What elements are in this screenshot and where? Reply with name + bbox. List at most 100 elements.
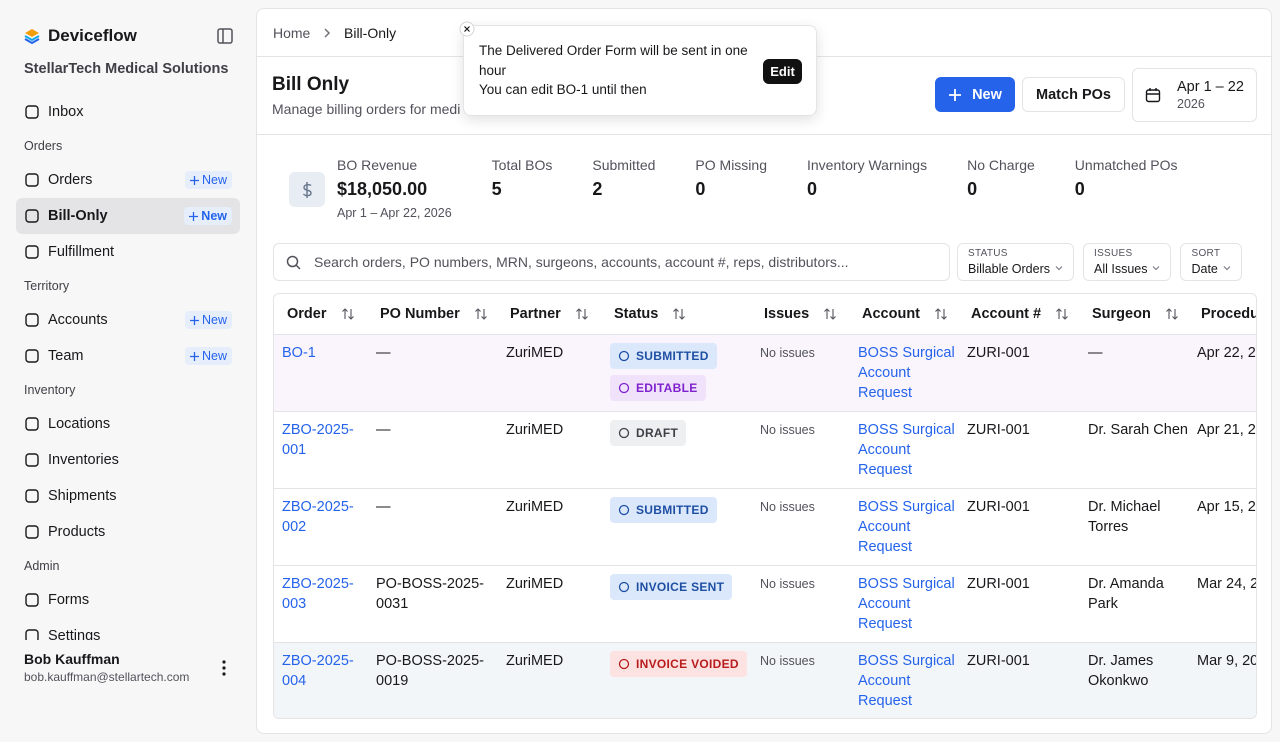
account-link[interactable]: BOSS Surgical Account Request [858, 499, 955, 555]
status-cell: INVOICE VOIDED [610, 651, 760, 683]
filter-value-row: Date [1191, 259, 1231, 276]
column-header[interactable]: Order [287, 294, 355, 334]
nav-label: Bill-Only [48, 208, 108, 224]
account-link[interactable]: BOSS Surgical Account Request [858, 576, 955, 632]
stat-value: 0 [967, 179, 978, 199]
nav-item[interactable]: Inbox [16, 94, 240, 130]
status-label: SUBMITTED [636, 503, 709, 517]
sort-icon[interactable] [341, 307, 355, 321]
surgeon: Dr. Michael Torres [1088, 499, 1161, 535]
match-pos-button[interactable]: Match POs [1022, 77, 1125, 112]
org-name: StellarTech Medical Solutions [24, 61, 229, 77]
status-icon [618, 658, 630, 670]
table-row[interactable]: ZBO-2025-004 PO-BOSS-2025-0019 ZuriMED INVO… [274, 642, 1256, 718]
status-badge: EDITABLE [610, 375, 706, 401]
column-header[interactable]: Issues [764, 294, 837, 334]
nav-item[interactable]: Settings [16, 618, 240, 640]
nav-badge[interactable]: New [184, 311, 232, 329]
chevron [1055, 265, 1063, 270]
column-header[interactable]: Status [614, 294, 686, 334]
plus-icon [189, 351, 199, 361]
column-header[interactable]: PO Number [380, 294, 488, 334]
sort-icon[interactable] [934, 307, 948, 321]
filter[interactable]: ISSUES All Issues [1082, 243, 1172, 281]
button-label: New [972, 86, 1002, 103]
filter[interactable]: SORT Date [1180, 243, 1242, 281]
column-label: Partner [510, 306, 561, 322]
account-link[interactable]: BOSS Surgical Account Request [858, 345, 955, 401]
po: PO-BOSS-2025-0019 [376, 653, 484, 689]
status-badge: SUBMITTED [610, 497, 717, 523]
stat: Total BOs 5 [492, 157, 553, 220]
nav-section: Orders [24, 139, 63, 153]
toast-edit[interactable]: Edit [763, 59, 802, 84]
icon [25, 593, 39, 607]
toast-close[interactable] [459, 21, 475, 37]
nav-item[interactable]: Inventories [16, 442, 240, 478]
nav-item[interactable]: Team New [16, 338, 240, 374]
issues: No issues [760, 654, 815, 668]
account-link[interactable]: BOSS Surgical Account Request [858, 422, 955, 478]
nav-item[interactable]: Orders New [16, 162, 240, 198]
status-label: INVOICE SENT [636, 580, 725, 594]
column-header[interactable]: Partner [510, 294, 589, 334]
nav-item[interactable]: Accounts New [16, 302, 240, 338]
table-row[interactable]: BO-1 — ZuriMED SUBMITTED EDITABLE No issues BO… [274, 334, 1256, 411]
nav-badge[interactable]: New [184, 207, 232, 225]
table-row[interactable]: ZBO-2025-003 PO-BOSS-2025-0031 ZuriMED INVO… [274, 565, 1256, 642]
order-link[interactable]: ZBO-2025-004 [282, 653, 354, 689]
table-row[interactable]: ZBO-2025-001 — ZuriMED DRAFT No issues BOSS S… [274, 411, 1256, 488]
icon [25, 105, 39, 119]
filter[interactable]: STATUS Billable Orders [957, 243, 1074, 281]
nav-item[interactable]: Forms [16, 582, 240, 618]
nav-item[interactable]: Products [16, 514, 240, 550]
order-link[interactable]: ZBO-2025-003 [282, 576, 354, 612]
nav-label: Fulfillment [48, 244, 115, 260]
nav-item[interactable]: Bill-Only New [16, 198, 240, 234]
breadcrumb-link[interactable]: Home [273, 25, 311, 41]
partner: ZuriMED [506, 653, 564, 669]
search-box[interactable]: Search orders, PO numbers, MRN, surgeons… [273, 243, 950, 281]
column-header[interactable]: Account [862, 294, 948, 334]
po: — [376, 422, 391, 438]
column-header[interactable]: Surgeon [1092, 294, 1179, 334]
column-header[interactable]: Account # [971, 294, 1069, 334]
collapse-sidebar[interactable] [217, 28, 233, 44]
stat-value: 0 [1074, 179, 1085, 199]
nav-badge[interactable]: New [184, 347, 232, 365]
order-link[interactable]: BO-1 [282, 345, 316, 361]
breadcrumb-current: Bill-Only [344, 25, 397, 41]
nav-item[interactable]: Locations [16, 406, 240, 442]
nav-label: Forms [48, 592, 90, 608]
icon [25, 489, 39, 503]
sidebar: Deviceflow StellarTech Medical Solutions… [0, 0, 256, 742]
nav-item[interactable]: Shipments [16, 478, 240, 514]
sort-icon[interactable] [672, 307, 686, 321]
nav-section: Territory [24, 279, 70, 293]
po: — [376, 499, 391, 515]
nav-item[interactable]: Fulfillment [16, 234, 240, 270]
nav-badge[interactable]: New [184, 171, 232, 189]
stat-value: $18,050.00 [337, 179, 428, 199]
sort-icon[interactable] [474, 307, 488, 321]
column-label: Status [614, 306, 659, 322]
new-button[interactable]: New [935, 77, 1015, 112]
date-range-button[interactable]: Apr 1 – 22 2026 [1132, 68, 1257, 122]
order-link[interactable]: ZBO-2025-001 [282, 422, 354, 458]
chevron [1153, 265, 1160, 270]
sort-icon[interactable] [823, 307, 837, 321]
table-row[interactable]: ZBO-2025-002 — ZuriMED SUBMITTED No issues BO… [274, 488, 1256, 565]
sort-icon[interactable] [1055, 307, 1069, 321]
order-link[interactable]: ZBO-2025-002 [282, 499, 354, 535]
stat: BO Revenue $18,050.00 Apr 1 – Apr 22, 2026 [337, 157, 452, 220]
search-icon [286, 255, 301, 270]
icon [25, 349, 39, 363]
sort-icon[interactable] [575, 307, 589, 321]
stat-label: No Charge [967, 157, 1035, 173]
account-link[interactable]: BOSS Surgical Account Request [858, 653, 955, 709]
revenue-icon [289, 172, 325, 207]
user-menu[interactable] [216, 659, 232, 677]
status-label: EDITABLE [636, 381, 698, 395]
user-name: Bob Kauffman [24, 651, 120, 667]
sort-icon[interactable] [1165, 307, 1179, 321]
